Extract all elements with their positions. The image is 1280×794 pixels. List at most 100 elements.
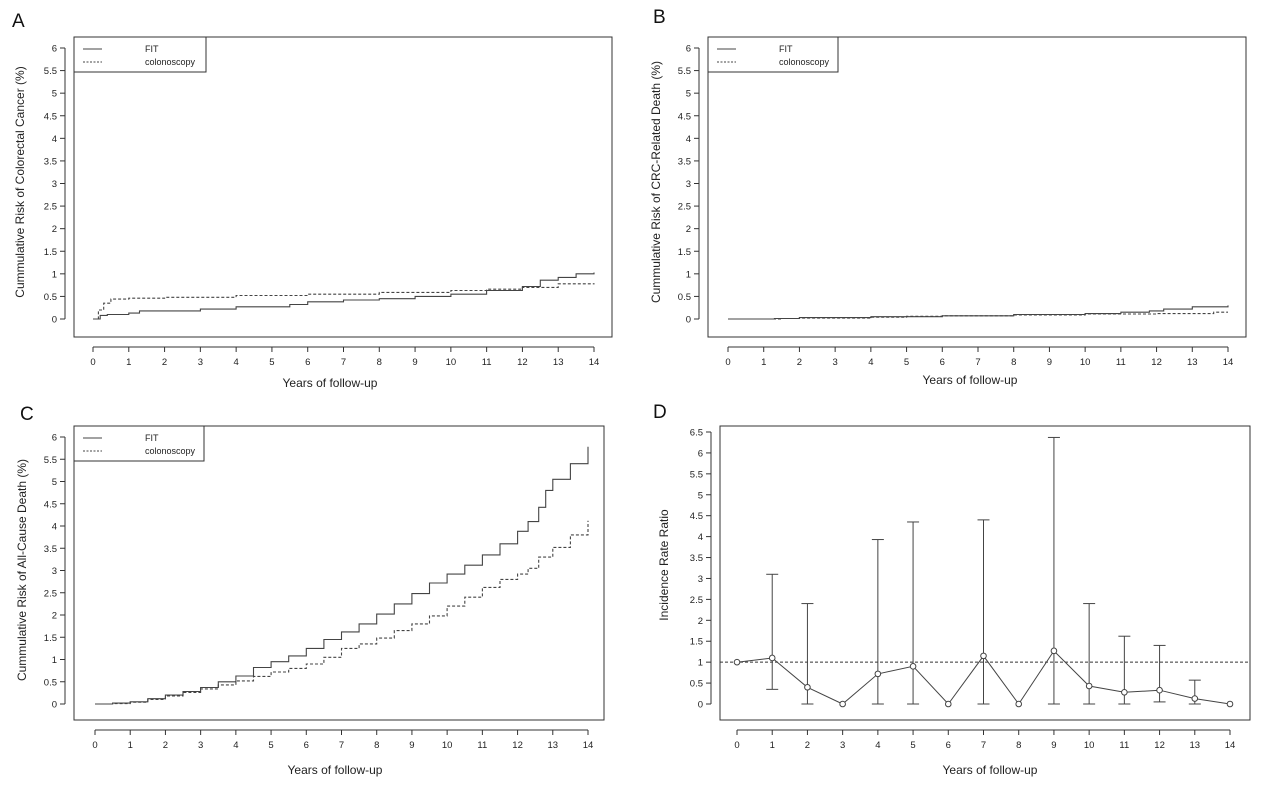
y-tick-label: 4.5 — [678, 111, 691, 122]
x-tick-label: 0 — [725, 357, 730, 368]
x-axis-title: Years of follow-up — [288, 763, 383, 777]
y-tick-label: 3 — [698, 574, 703, 585]
y-tick-label: 1 — [52, 655, 57, 666]
x-tick-label: 1 — [761, 357, 766, 368]
y-tick-label: 5 — [698, 490, 703, 501]
x-axis-title: Years of follow-up — [283, 376, 378, 390]
data-point — [980, 652, 987, 660]
x-tick-label: 1 — [128, 740, 133, 751]
y-tick-label: 5.5 — [44, 455, 57, 466]
x-tick-label: 0 — [734, 740, 739, 751]
x-tick-label: 7 — [975, 357, 980, 368]
y-tick-label: 2.5 — [690, 595, 703, 606]
legend-label: colonoscopy — [779, 57, 830, 67]
y-tick-label: 0.5 — [44, 677, 57, 688]
x-tick-label: 2 — [805, 740, 810, 751]
plot-frame — [707, 36, 1247, 338]
y-tick-label: 2.5 — [678, 202, 691, 213]
x-tick-label: 10 — [1080, 357, 1091, 368]
y-tick-label: 5 — [52, 477, 57, 488]
data-point — [839, 700, 846, 708]
data-point — [1156, 686, 1163, 694]
x-tick-label: 5 — [904, 357, 909, 368]
legend-label: colonoscopy — [145, 57, 196, 67]
x-tick-label: 13 — [547, 740, 558, 751]
y-tick-label: 1.5 — [678, 247, 691, 258]
y-tick-label: 4.5 — [690, 511, 703, 522]
y-tick-label: 6.5 — [690, 428, 703, 439]
y-tick-label: 6 — [52, 44, 57, 55]
panel-label: C — [20, 404, 34, 425]
y-tick-label: 3.5 — [678, 156, 691, 167]
x-tick-label: 0 — [90, 357, 95, 368]
x-tick-label: 2 — [163, 740, 168, 751]
x-tick-label: 8 — [377, 357, 382, 368]
x-tick-label: 9 — [409, 740, 414, 751]
y-tick-label: 0 — [686, 315, 691, 326]
data-point — [1226, 700, 1234, 708]
y-tick-label: 1 — [52, 269, 57, 280]
y-tick-label: 0 — [698, 700, 703, 711]
panel-label: B — [653, 7, 666, 28]
x-tick-label: 4 — [233, 357, 238, 368]
panel-a: A0 1 2 3 4 5 6 7 8 9 10 11 12 13 1400.511.522.533.544.… — [12, 11, 613, 390]
x-tick-label: 3 — [832, 357, 837, 368]
y-tick-label: 2 — [52, 224, 57, 235]
x-axis-title: Years of follow-up — [923, 373, 1018, 387]
y-tick-label: 1.5 — [44, 247, 57, 258]
y-tick-label: 5.5 — [690, 469, 703, 480]
data-point — [1015, 700, 1023, 708]
y-tick-label: 3.5 — [44, 156, 57, 167]
legend-label: colonoscopy — [145, 446, 196, 456]
x-axis-title: Years of follow-up — [943, 763, 1038, 777]
series-line-colonoscopy — [728, 311, 1228, 320]
legend-label: FIT — [779, 44, 793, 54]
panel-b: B0 1 2 3 4 5 6 7 8 9 10 11 12 13 1400.511.522.533.544.… — [649, 7, 1247, 387]
x-tick-label: 6 — [305, 357, 310, 368]
y-tick-label: 4.5 — [44, 499, 57, 510]
data-point — [1050, 647, 1058, 655]
y-tick-label: 5 — [52, 89, 57, 100]
y-tick-label: 5.5 — [44, 66, 57, 77]
x-tick-label: 9 — [412, 357, 417, 368]
legend-label: FIT — [145, 433, 159, 443]
plot-frame — [73, 36, 613, 338]
data-point — [1191, 695, 1199, 702]
x-tick-label: 4 — [875, 740, 880, 751]
y-tick-label: 2 — [698, 616, 703, 627]
legend-box — [73, 425, 205, 462]
x-tick-label: 8 — [374, 740, 379, 751]
y-tick-label: 6 — [686, 44, 691, 55]
x-tick-label: 7 — [981, 740, 986, 751]
x-tick-label: 5 — [269, 357, 274, 368]
x-tick-label: 2 — [162, 357, 167, 368]
data-point — [804, 683, 811, 691]
x-tick-label: 5 — [268, 740, 273, 751]
y-tick-label: 4 — [698, 532, 703, 543]
y-tick-label: 6 — [52, 433, 57, 444]
x-tick-label: 3 — [198, 740, 203, 751]
x-tick-label: 11 — [1119, 740, 1129, 751]
x-tick-label: 7 — [341, 357, 346, 368]
y-tick-label: 0.5 — [678, 292, 691, 303]
y-tick-label: 4 — [686, 134, 691, 145]
data-point — [1121, 688, 1128, 696]
y-tick-label: 4.5 — [44, 111, 57, 122]
x-tick-label: 6 — [304, 740, 309, 751]
y-tick-label: 0 — [52, 700, 57, 711]
legend-label: FIT — [145, 44, 159, 54]
y-tick-label: 2 — [52, 611, 57, 622]
panel-label: A — [12, 11, 25, 32]
data-point — [944, 700, 952, 708]
x-tick-label: 11 — [482, 357, 492, 368]
x-tick-label: 14 — [1223, 357, 1234, 368]
x-tick-label: 8 — [1011, 357, 1016, 368]
x-tick-label: 7 — [339, 740, 344, 751]
x-tick-label: 12 — [1151, 357, 1162, 368]
x-tick-label: 9 — [1047, 357, 1052, 368]
series-line-colonoscopy — [95, 520, 589, 705]
y-tick-label: 3.5 — [44, 544, 57, 555]
y-tick-label: 3 — [52, 179, 57, 190]
x-tick-label: 1 — [770, 740, 775, 751]
